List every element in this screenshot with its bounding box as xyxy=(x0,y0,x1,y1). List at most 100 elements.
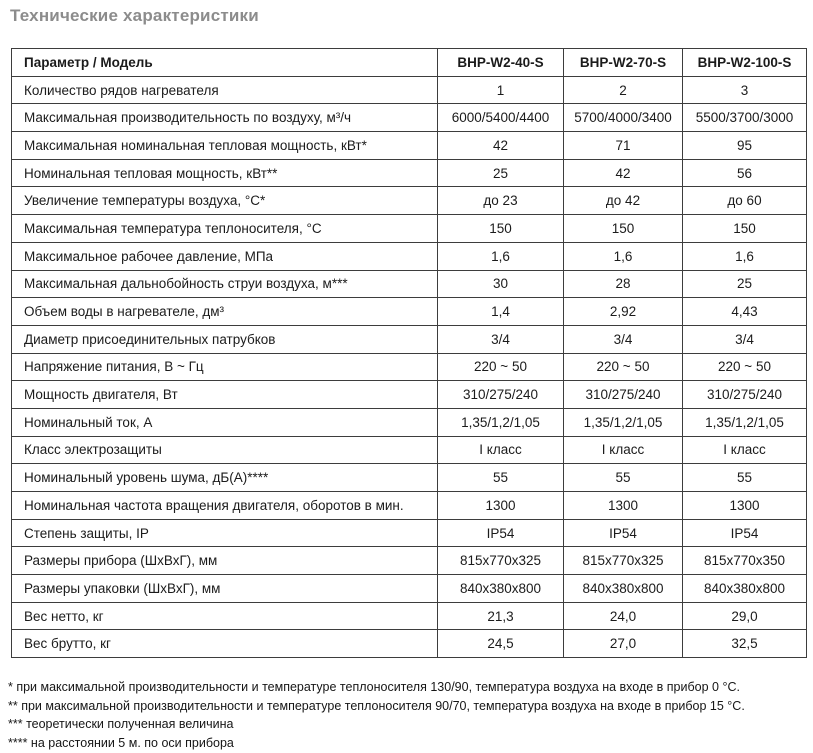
page-title: Технические характеристики xyxy=(10,6,259,25)
param-label: Максимальная температура теплоносителя, … xyxy=(11,214,438,243)
param-label: Степень защиты, IP xyxy=(11,518,438,548)
table-row: Количество рядов нагревателя 1 2 3 xyxy=(11,75,807,105)
param-value: 220 ~ 50 xyxy=(563,352,683,382)
table-row: Диаметр присоединительных патрубков 3/4 3/… xyxy=(11,324,807,354)
param-value: 24,5 xyxy=(437,629,564,659)
table-row: Номинальная частота вращения двигателя, … xyxy=(11,491,807,520)
param-value: 29,0 xyxy=(682,601,807,631)
param-value: 310/275/240 xyxy=(563,380,683,409)
param-value: 3/4 xyxy=(682,324,807,354)
table-row: Увеличение температуры воздуха, °С* до 23… xyxy=(11,186,807,216)
param-value: 840х380х800 xyxy=(563,574,683,603)
param-value: 4,43 xyxy=(682,297,807,326)
param-value: 840х380х800 xyxy=(437,574,564,603)
param-value: 30 xyxy=(437,269,564,299)
param-value: 2 xyxy=(563,75,683,105)
param-value: 32,5 xyxy=(682,629,807,659)
table-row: Размеры упаковки (ШхВхГ), мм 840х380х800 8… xyxy=(11,574,807,603)
model-column-header: BHP-W2-100-S xyxy=(682,48,807,77)
param-value: 56 xyxy=(682,158,807,188)
param-value: 3 xyxy=(682,75,807,105)
param-value: 27,0 xyxy=(563,629,683,659)
param-value: 55 xyxy=(682,463,807,492)
param-label: Размеры упаковки (ШхВхГ), мм xyxy=(11,574,438,603)
param-value: до 23 xyxy=(437,186,564,216)
param-label: Диаметр присоединительных патрубков xyxy=(11,324,438,354)
table-row: Степень защиты, IP IP54 IP54 IP54 xyxy=(11,518,807,548)
param-value: 5500/3700/3000 xyxy=(682,103,807,133)
table-row: Размеры прибора (ШхВхГ), мм 815х770х325 81… xyxy=(11,546,807,576)
spec-table: Параметр / Модель BHP-W2-40-S BHP-W2-70-S B… xyxy=(11,48,807,659)
param-value: 95 xyxy=(682,131,807,160)
param-label: Максимальная дальнобойность струи воздух… xyxy=(11,269,438,299)
param-value: 1,35/1,2/1,05 xyxy=(437,407,564,437)
param-value: 1 xyxy=(437,75,564,105)
param-value: 1300 xyxy=(563,491,683,520)
table-row: Вес брутто, кг 24,5 27,0 32,5 xyxy=(11,629,807,659)
param-value: 220 ~ 50 xyxy=(437,352,564,382)
param-value: 42 xyxy=(563,158,683,188)
param-value: 24,0 xyxy=(563,601,683,631)
param-value: 220 ~ 50 xyxy=(682,352,807,382)
param-value: 150 xyxy=(563,214,683,243)
param-model-column-header: Параметр / Модель xyxy=(11,48,438,77)
spec-table-body: Количество рядов нагревателя 1 2 3 Максималь… xyxy=(11,75,807,659)
param-value: 25 xyxy=(437,158,564,188)
param-label: Количество рядов нагревателя xyxy=(11,75,438,105)
table-row: Вес нетто, кг 21,3 24,0 29,0 xyxy=(11,601,807,631)
table-row: Максимальная температура теплоносителя, … xyxy=(11,214,807,243)
param-label: Увеличение температуры воздуха, °С* xyxy=(11,186,438,216)
header-row: Параметр / Модель BHP-W2-40-S BHP-W2-70-S B… xyxy=(11,48,807,77)
param-label: Размеры прибора (ШхВхГ), мм xyxy=(11,546,438,576)
param-value: 21,3 xyxy=(437,601,564,631)
param-label: Объем воды в нагревателе, дм³ xyxy=(11,297,438,326)
model-column-header: BHP-W2-40-S xyxy=(437,48,564,77)
table-row: Мощность двигателя, Вт 310/275/240 310/275… xyxy=(11,380,807,409)
param-value: до 60 xyxy=(682,186,807,216)
param-value: 1,6 xyxy=(437,241,564,271)
param-label: Мощность двигателя, Вт xyxy=(11,380,438,409)
param-value: 3/4 xyxy=(437,324,564,354)
param-value: 310/275/240 xyxy=(682,380,807,409)
table-row: Напряжение питания, В ~ Гц 220 ~ 50 220 ~ … xyxy=(11,352,807,382)
param-value: 1,6 xyxy=(682,241,807,271)
footnote: *** теоретически полученная величина xyxy=(8,717,234,731)
table-row: Максимальная производительность по возду… xyxy=(11,103,807,133)
param-label: Номинальный ток, А xyxy=(11,407,438,437)
param-value: 71 xyxy=(563,131,683,160)
table-row: Максимальная номинальная тепловая мощнос… xyxy=(11,131,807,160)
param-value: 815х770х350 xyxy=(682,546,807,576)
table-row: Номинальный ток, А 1,35/1,2/1,05 1,35/1,2/… xyxy=(11,407,807,437)
param-value: IP54 xyxy=(563,518,683,548)
param-value: 6000/5400/4400 xyxy=(437,103,564,133)
param-value: 1,6 xyxy=(563,241,683,271)
param-label: Номинальная частота вращения двигателя, … xyxy=(11,491,438,520)
footnote: **** на расстоянии 5 м. по оси прибора xyxy=(8,735,234,750)
param-value: 25 xyxy=(682,269,807,299)
param-value: I класс xyxy=(437,435,564,465)
footnote: * при максимальной производительности и … xyxy=(8,680,740,694)
model-column-header: BHP-W2-70-S xyxy=(563,48,683,77)
param-value: 815х770х325 xyxy=(437,546,564,576)
param-value: 815х770х325 xyxy=(563,546,683,576)
param-value: 1,35/1,2/1,05 xyxy=(682,407,807,437)
param-value: 310/275/240 xyxy=(437,380,564,409)
param-label: Максимальное рабочее давление, МПа xyxy=(11,241,438,271)
param-label: Максимальная производительность по возду… xyxy=(11,103,438,133)
footnotes: * при максимальной производительности и … xyxy=(8,678,808,752)
table-row: Объем воды в нагревателе, дм³ 1,4 2,92 4,43 xyxy=(11,297,807,326)
param-label: Номинальный уровень шума, дБ(А)**** xyxy=(11,463,438,492)
param-label: Класс электрозащиты xyxy=(11,435,438,465)
param-value: 1,35/1,2/1,05 xyxy=(563,407,683,437)
table-row: Класс электрозащиты I класс I класс I класс xyxy=(11,435,807,465)
param-label: Номинальная тепловая мощность, кВт** xyxy=(11,158,438,188)
table-row: Номинальный уровень шума, дБ(А)**** 55 55 5… xyxy=(11,463,807,492)
param-label: Напряжение питания, В ~ Гц xyxy=(11,352,438,382)
table-row: Номинальная тепловая мощность, кВт** 25 42… xyxy=(11,158,807,188)
param-value: 5700/4000/3400 xyxy=(563,103,683,133)
param-value: 150 xyxy=(682,214,807,243)
param-value: 28 xyxy=(563,269,683,299)
param-label: Вес нетто, кг xyxy=(11,601,438,631)
table-row: Максимальная дальнобойность струи воздух… xyxy=(11,269,807,299)
